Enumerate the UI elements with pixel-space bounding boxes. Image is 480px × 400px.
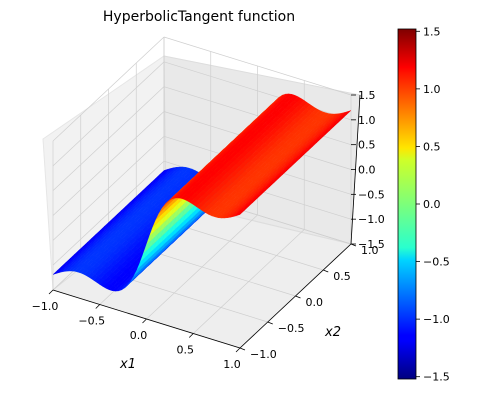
y-tick-mark [267, 321, 273, 325]
grid-line [52, 136, 165, 241]
grid-line [52, 111, 165, 216]
surface-patch [236, 210, 245, 216]
x-axis-ticks: −1.0 −0.5 0.0 0.5 1.0 [32, 289, 241, 371]
y-tick-label: 0.0 [306, 296, 324, 309]
x-tick-mark [142, 318, 147, 324]
z-tick-label: 0.0 [358, 164, 376, 177]
z-tick-label: 0.5 [358, 139, 376, 152]
grid-line [52, 86, 165, 191]
z-tick-label: −0.5 [358, 188, 385, 201]
chart-title: HyperbolicTangent function [103, 9, 295, 25]
colorbar-tick-label: −1.5 [423, 371, 450, 384]
x-tick-label: −0.5 [78, 315, 105, 328]
grid-line [52, 61, 165, 167]
x-tick-label: 0.0 [130, 329, 148, 342]
y-tick-mark [239, 347, 246, 351]
x-tick-label: 1.0 [223, 358, 241, 371]
colorbar-tick-label: 0.0 [423, 198, 441, 211]
x-tick-mark [95, 304, 101, 309]
colorbar-tick-label: 0.5 [423, 140, 441, 153]
colorbar-tick-label: 1.5 [423, 25, 441, 38]
y-axis-label: x2 [324, 325, 341, 340]
colorbar-ticks: −1.5 −1.0 −0.5 0.0 0.5 1.0 1.5 [416, 25, 450, 384]
y-tick-label: 0.5 [333, 270, 351, 283]
z-axis-ticks: −1.5 −1.0 −0.5 0.0 0.5 1.0 1.5 [351, 89, 385, 251]
grid-line [52, 160, 165, 266]
x-tick-label: −1.0 [32, 300, 59, 313]
colorbar-tick-label: 1.0 [423, 83, 441, 96]
y-tick-label: −1.0 [250, 348, 277, 361]
y-tick-mark [323, 269, 329, 273]
x-axis-label: x1 [119, 357, 136, 372]
x-tick-mark [188, 333, 194, 338]
colorbar [397, 28, 417, 380]
x-tick-label: 0.5 [177, 344, 195, 357]
grid-line [163, 61, 352, 121]
grid-line [52, 36, 165, 142]
z-tick-label: 1.5 [358, 89, 376, 102]
y-tick-label: −0.5 [278, 322, 305, 335]
z-tick-label: −1.0 [358, 213, 385, 226]
colorbar-tick-label: −1.0 [423, 313, 450, 326]
surface-plot [52, 93, 352, 292]
z-tick-label: −1.5 [358, 238, 385, 251]
x-tick-mark [235, 347, 241, 353]
z-tick-label: 1.0 [358, 114, 376, 127]
colorbar-tick-label: −0.5 [423, 256, 450, 269]
y-tick-label: 1.0 [361, 244, 379, 257]
y-axis-ticks: −1.0−0.50.0 0.5 1.0 [239, 243, 379, 361]
x-tick-mark [48, 289, 54, 295]
grid-line [163, 36, 352, 96]
y-tick-mark [295, 295, 301, 299]
